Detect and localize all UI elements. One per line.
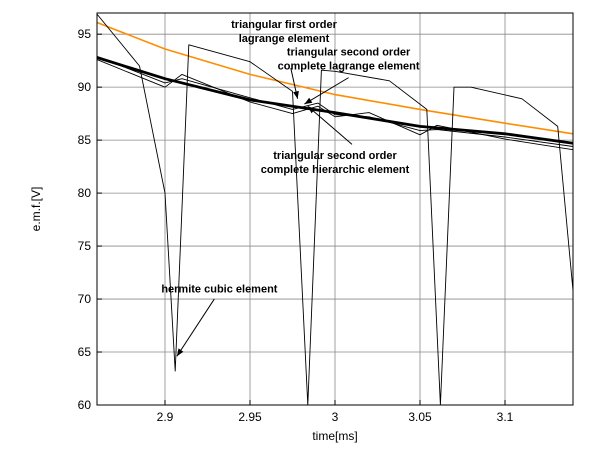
annotation-label: triangular first order lagrange element <box>231 19 337 45</box>
annotation-line: triangular first order <box>231 19 337 31</box>
annotation-arrowhead <box>176 348 184 357</box>
series-line-5 <box>96 13 574 406</box>
x-tick-label: 3.1 <box>497 410 514 424</box>
y-tick-label: 80 <box>78 186 92 200</box>
y-tick-label: 85 <box>78 133 92 147</box>
x-tick-label: 2.95 <box>238 410 262 424</box>
x-tick-label: 3 <box>332 410 339 424</box>
annotation-arrowhead <box>307 106 316 114</box>
series-group <box>96 13 574 406</box>
x-axis-label: time[ms] <box>312 429 357 443</box>
annotation-line: complete hierarchic element <box>261 164 410 176</box>
annotation-arrow-line <box>176 298 215 357</box>
annotation-label: hermite cubic element <box>161 284 277 296</box>
annotation-line: hermite cubic element <box>161 284 277 296</box>
series-line-2 <box>96 56 574 145</box>
annotation-arrowhead <box>293 90 299 99</box>
y-tick-label: 60 <box>78 398 92 412</box>
axis-ticks: 2.9 2.95 3 3.05 3.1 60 65 70 75 80 85 90 95 <box>78 27 514 424</box>
x-tick-label: 3.05 <box>408 410 432 424</box>
series-line-4 <box>96 55 574 147</box>
annotations: triangular first order lagrange elementtr… <box>161 19 420 357</box>
y-tick-label: 90 <box>78 80 92 94</box>
annotation-label: triangular second order complete hierarch… <box>261 150 410 176</box>
y-tick-label: 70 <box>78 292 92 306</box>
y-axis-label: e.m.f.[V] <box>29 187 43 232</box>
annotation-line: triangular second order <box>273 150 397 162</box>
series-line-3 <box>96 59 574 151</box>
y-tick-label: 65 <box>78 345 92 359</box>
annotation-line: complete lagrange element <box>278 60 420 72</box>
x-tick-label: 2.9 <box>157 410 174 424</box>
annotation-line: lagrange element <box>239 33 330 45</box>
annotation-arrow-line <box>307 105 353 145</box>
annotation-label: triangular second order complete lagrange… <box>278 46 420 72</box>
series-line-1 <box>96 21 574 135</box>
y-tick-label: 95 <box>78 27 92 41</box>
grid <box>97 13 573 406</box>
annotation-arrow-line <box>304 77 349 105</box>
annotation-line: triangular second order <box>287 46 411 58</box>
y-tick-label: 75 <box>78 239 92 253</box>
annotation-arrowhead <box>304 97 313 105</box>
